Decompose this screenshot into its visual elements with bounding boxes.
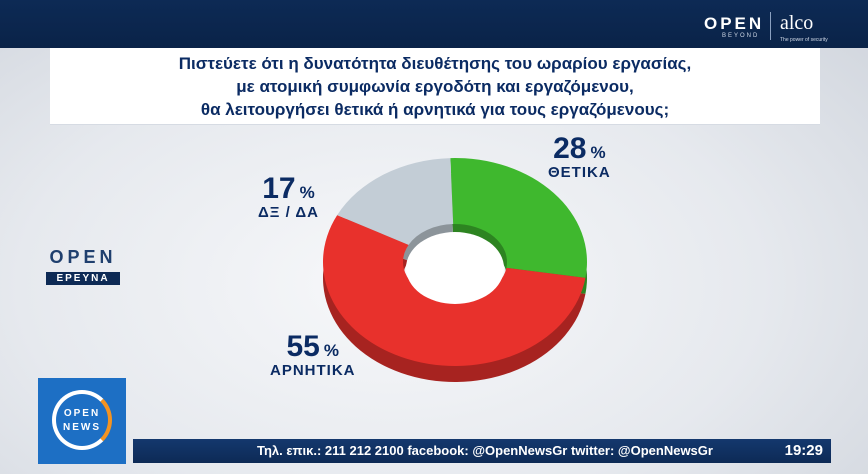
donut-slice-0 bbox=[450, 158, 587, 278]
open-news-logo-line2: NEWS bbox=[63, 422, 101, 433]
open-research-logo-open: OPEN bbox=[49, 247, 117, 267]
dk-category-label: ΔΞ / ΔΑ bbox=[258, 204, 319, 221]
open-brand-logo: OPEN bbox=[704, 14, 765, 33]
donut-hole bbox=[406, 232, 504, 304]
open-news-logo: OPEN NEWS bbox=[38, 378, 126, 464]
negative-percent-sign: % bbox=[323, 341, 339, 360]
news-ticker: Τηλ. επικ.: 211 212 2100 facebook: @Open… bbox=[133, 439, 831, 463]
negative-value: 55 bbox=[286, 330, 320, 363]
negative-label-group: 55% ΑΡΝΗΤΙΚΑ bbox=[270, 330, 356, 379]
top-header-bar: OPEN BEYOND alco The power of security bbox=[0, 0, 868, 48]
positive-label-group: 28% ΘΕΤΙΚΑ bbox=[548, 132, 611, 181]
positive-percent-sign: % bbox=[590, 143, 606, 162]
alco-sponsor-tagline: The power of security bbox=[780, 37, 828, 43]
negative-category-label: ΑΡΝΗΤΙΚΑ bbox=[270, 362, 356, 379]
open-research-logo: OPEN ΕΡΕΥΝΑ bbox=[46, 247, 120, 285]
open-brand-subtitle: BEYOND bbox=[722, 33, 760, 39]
dk-percent-sign: % bbox=[299, 183, 315, 202]
positive-value: 28 bbox=[553, 132, 587, 165]
open-news-ring-icon bbox=[52, 390, 112, 450]
open-news-logo-line1: OPEN bbox=[63, 408, 101, 419]
dk-value: 17 bbox=[262, 172, 296, 205]
ticker-contact-text: Τηλ. επικ.: 211 212 2100 facebook: @Open… bbox=[257, 443, 713, 458]
alco-sponsor-logo: alco bbox=[780, 12, 814, 34]
ticker-clock: 19:29 bbox=[784, 442, 823, 459]
donut-slice-2 bbox=[337, 158, 454, 245]
donut-slice-1 bbox=[323, 215, 586, 366]
title-line-1: Πιστεύετε ότι η δυνατότητα διευθέτησης τ… bbox=[178, 54, 692, 73]
title-line-3: θα λειτουργήσει θετικά ή αρνητικά για το… bbox=[200, 100, 670, 119]
open-research-logo-label: ΕΡΕΥΝΑ bbox=[46, 272, 120, 285]
title-line-2: με ατομική συμφωνία εργοδότη και εργαζόμ… bbox=[236, 77, 634, 96]
brand-separator bbox=[770, 12, 771, 40]
question-title: Πιστεύετε ότι η δυνατότητα διευθέτησης τ… bbox=[50, 48, 820, 125]
dk-label-group: 17% ΔΞ / ΔΑ bbox=[258, 172, 319, 221]
positive-category-label: ΘΕΤΙΚΑ bbox=[548, 164, 611, 181]
